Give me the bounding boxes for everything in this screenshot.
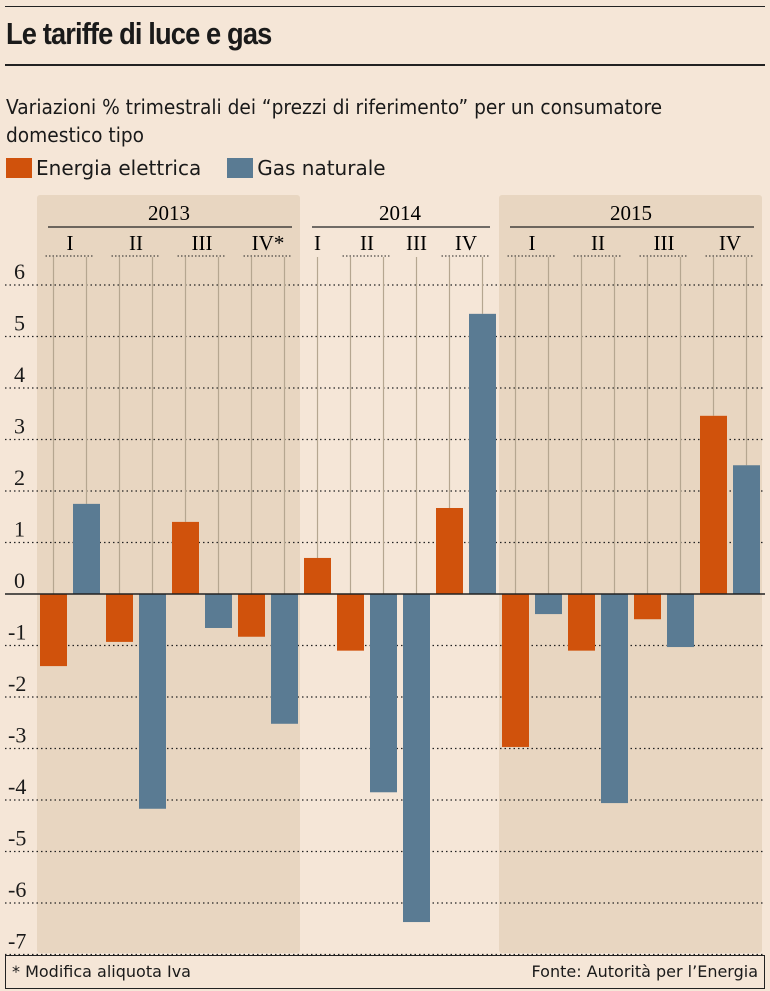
year-panel-2013: [37, 195, 300, 953]
bar-energia: [304, 557, 331, 594]
bar-energia: [700, 415, 727, 594]
y-tick-label: 2: [14, 465, 25, 490]
bar-gas: [73, 503, 100, 594]
y-tick-label: -4: [8, 774, 26, 799]
bar-energia: [172, 521, 199, 594]
y-tick-label: -2: [8, 671, 26, 696]
quarter-label: I: [314, 231, 321, 255]
legend-swatch-energia: [6, 158, 32, 178]
bar-energia: [502, 594, 529, 747]
bar-gas: [403, 594, 430, 923]
chart-subtitle: Variazioni % trimestrali dei “prezzi di …: [6, 95, 663, 147]
year-label: 2014: [379, 201, 422, 225]
y-tick-label: 5: [14, 311, 25, 336]
quarter-label: IV: [455, 231, 477, 255]
bar-gas: [601, 594, 628, 804]
bar-energia: [40, 594, 67, 667]
y-tick-label: -6: [8, 877, 26, 902]
y-tick-label: -1: [8, 620, 26, 645]
y-tick-label: 3: [14, 414, 25, 439]
bar-energia: [436, 507, 463, 594]
y-tick-label: -7: [8, 929, 26, 954]
bar-gas: [271, 594, 298, 724]
legend: Energia elettrica Gas naturale: [6, 156, 386, 180]
footnote: * Modifica aliquota Iva: [12, 962, 191, 981]
year-label: 2015: [610, 201, 652, 225]
top-rule: [5, 6, 765, 7]
quarter-label: III: [406, 231, 427, 255]
source-note: Fonte: Autorità per l’Energia: [531, 962, 758, 981]
bar-energia: [238, 594, 265, 637]
bar-gas: [469, 313, 496, 594]
legend-label-energia: Energia elettrica: [36, 156, 202, 180]
y-tick-label: 4: [14, 362, 25, 387]
bar-energia: [568, 594, 595, 651]
bar-energia: [634, 594, 661, 620]
legend-label-gas: Gas naturale: [257, 156, 386, 180]
quarter-label: II: [129, 231, 143, 255]
quarter-label: II: [360, 231, 374, 255]
footer: * Modifica aliquota Iva Fonte: Autorità …: [5, 955, 765, 989]
legend-item-energia: Energia elettrica: [6, 156, 201, 180]
quarter-label: IV: [719, 231, 741, 255]
bar-gas: [667, 594, 694, 648]
y-tick-label: 0: [14, 568, 25, 593]
bar-gas: [370, 594, 397, 793]
y-tick-label: 6: [14, 259, 25, 284]
title-rule: [5, 64, 765, 66]
bar-gas: [205, 594, 232, 628]
quarter-label: I: [67, 231, 74, 255]
year-label: 2013: [148, 201, 190, 225]
legend-swatch-gas: [227, 158, 254, 178]
y-tick-label: -3: [8, 723, 26, 748]
chart-title: Le tariffe di luce e gas: [6, 16, 272, 51]
quarter-label: I: [529, 231, 536, 255]
legend-item-gas: Gas naturale: [227, 156, 386, 180]
y-tick-label: -5: [8, 826, 26, 851]
bar-gas: [535, 594, 562, 615]
y-tick-label: 1: [14, 517, 25, 542]
bar-energia: [106, 594, 133, 642]
bar-gas: [139, 594, 166, 809]
quarter-label: III: [192, 231, 213, 255]
quarter-label: IV*: [252, 231, 285, 255]
year-panel-2015: [499, 195, 762, 953]
quarter-label: II: [591, 231, 605, 255]
quarter-label: III: [654, 231, 675, 255]
bar-energia: [337, 594, 364, 651]
bar-gas: [733, 465, 760, 594]
